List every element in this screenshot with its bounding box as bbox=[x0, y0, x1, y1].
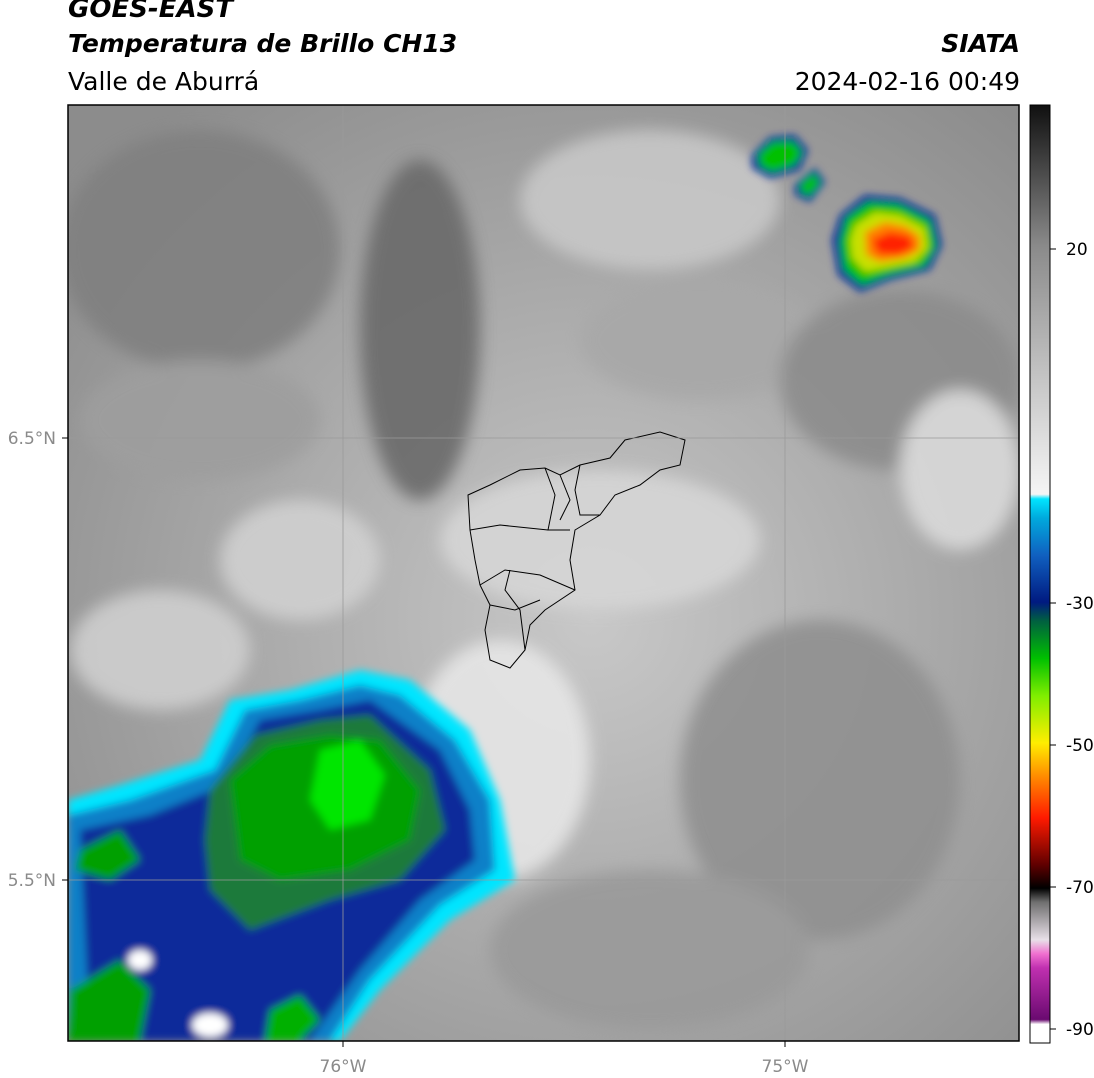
product-title: Temperatura de Brillo CH13 bbox=[68, 29, 458, 58]
datetime-label: 2024-02-16 00:49 bbox=[794, 67, 1020, 96]
colorbar-tick-label: -90 bbox=[1066, 1020, 1094, 1040]
lon-tick-label: 75°W bbox=[762, 1057, 809, 1077]
lat-tick-label: 5.5°N bbox=[8, 871, 56, 891]
colorbar-tick-label: -70 bbox=[1066, 878, 1094, 898]
valle-aburra-outline bbox=[467, 431, 686, 669]
map-frame bbox=[67, 104, 1020, 1042]
region-label: Valle de Aburrá bbox=[68, 67, 260, 96]
grid-lines bbox=[68, 105, 1019, 1041]
agency-label: SIATA bbox=[941, 29, 1020, 58]
lon-tick-label: 76°W bbox=[320, 1057, 367, 1077]
lat-tick-label: 6.5°N bbox=[8, 429, 56, 449]
colorbar-tick-label: -30 bbox=[1066, 594, 1094, 614]
colorbar-tick-label: -50 bbox=[1066, 736, 1094, 756]
colorbar-gradient bbox=[1029, 104, 1051, 1044]
colorbar-tick-label: 20 bbox=[1066, 240, 1088, 260]
imagery bbox=[68, 105, 1019, 1041]
colorbar: 20 -30 -50 -70 -90 bbox=[1029, 104, 1094, 1044]
satellite-title: GOES-EAST bbox=[68, 0, 234, 24]
